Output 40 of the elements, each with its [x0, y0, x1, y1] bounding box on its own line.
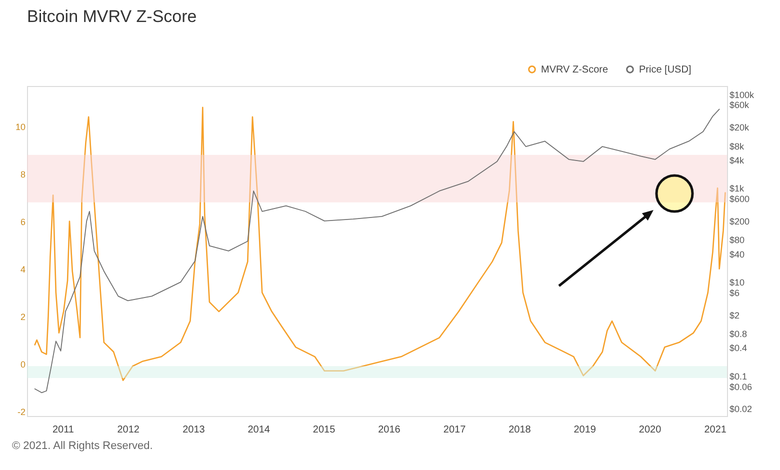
y2-tick-label: $8k — [730, 141, 745, 152]
y2-tick-label: $80 — [730, 235, 745, 246]
y2-tick-label: $40 — [730, 249, 745, 260]
x-tick-label: 2017 — [443, 424, 466, 436]
y2-tick-label: $6 — [730, 288, 740, 298]
y2-tick-label: $600 — [730, 194, 750, 204]
y2-tick-label: $10 — [730, 278, 745, 288]
x-tick-label: 2011 — [52, 424, 74, 436]
y2-tick-label: $0.1 — [730, 371, 748, 382]
x-tick-label: 2016 — [378, 424, 401, 436]
y-tick-label: 0 — [20, 359, 26, 370]
y2-tick-label: $100k — [730, 90, 755, 100]
x-tick-label: 2015 — [312, 424, 336, 436]
chart-title: Bitcoin MVRV Z-Score — [27, 7, 197, 26]
y-tick-label: 10 — [15, 122, 26, 132]
y2-tick-label: $200 — [730, 216, 750, 226]
y-tick-label: 8 — [20, 169, 26, 180]
x-tick-label: 2020 — [638, 424, 662, 436]
legend-label: MVRV Z-Score — [541, 64, 608, 76]
y2-tick-label: $60k — [730, 100, 750, 110]
y2-tick-label: $0.8 — [730, 329, 748, 340]
y-tick-label: 4 — [20, 264, 26, 274]
y2-tick-label: $0.02 — [730, 404, 752, 414]
x-tick-label: 2013 — [182, 424, 206, 436]
x-tick-label: 2019 — [574, 424, 596, 436]
y2-tick-label: $0.06 — [730, 382, 752, 392]
y-tick-label: 2 — [20, 312, 26, 322]
x-tick-label: 2014 — [248, 424, 270, 436]
x-tick-label: 2012 — [117, 424, 140, 436]
y2-tick-label: $2 — [730, 310, 740, 320]
x-tick-label: 2021 — [704, 424, 727, 436]
y-tick-label: 6 — [20, 216, 26, 227]
y2-tick-label: $1k — [730, 184, 745, 194]
x-tick-label: 2018 — [508, 424, 532, 436]
y2-tick-label: $20k — [730, 122, 750, 133]
text: © 2021. All Rights Reserved. — [12, 440, 153, 452]
y2-tick-label: $4k — [730, 155, 745, 166]
y-tick-label: -2 — [17, 406, 26, 417]
legend-label: Price [USD] — [639, 64, 692, 76]
y2-tick-label: $0.4 — [730, 343, 748, 354]
